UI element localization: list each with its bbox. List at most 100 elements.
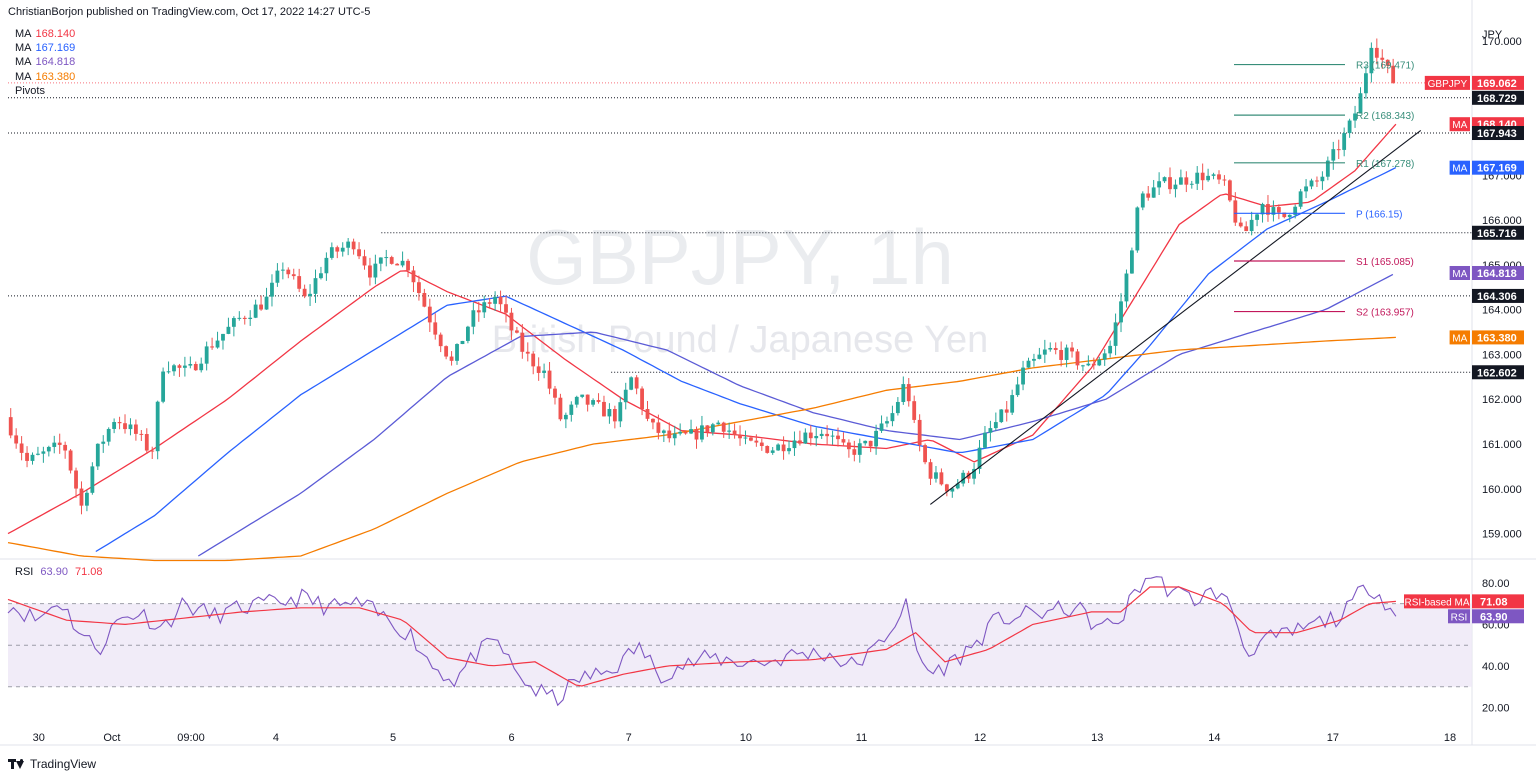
axis-badge-tag-label: MA bbox=[1452, 164, 1467, 175]
candle-body bbox=[563, 414, 568, 420]
time-tick-label: 7 bbox=[626, 732, 632, 744]
candle-body bbox=[912, 401, 917, 420]
candle-body bbox=[144, 434, 149, 451]
indicator-legend: MA 168.140 MA 167.169 MA 164.818 MA 163.380 … bbox=[15, 27, 75, 98]
time-tick-label: 09:00 bbox=[177, 732, 205, 744]
candle-body bbox=[846, 442, 851, 450]
candle-body bbox=[128, 424, 133, 430]
candle-body bbox=[1309, 180, 1314, 187]
candle-body bbox=[1032, 358, 1036, 361]
candle-body bbox=[808, 432, 813, 439]
candle-body bbox=[57, 442, 62, 445]
pivot-label: R1 (167.278) bbox=[1356, 159, 1414, 170]
candle-body bbox=[1081, 365, 1085, 367]
rsi-ma-badge-value: 71.08 bbox=[1480, 596, 1508, 608]
candle-body bbox=[427, 306, 432, 323]
candle-body bbox=[1374, 47, 1379, 58]
candle-body bbox=[378, 257, 383, 264]
candle-body bbox=[1097, 359, 1102, 366]
legend-ma-2[interactable]: MA 167.169 bbox=[15, 42, 76, 55]
candle-body bbox=[928, 462, 933, 479]
candle-body bbox=[983, 432, 987, 448]
candle-body bbox=[400, 260, 405, 266]
candle-body bbox=[1178, 177, 1183, 185]
candle-body bbox=[280, 269, 285, 271]
candle-body bbox=[1287, 214, 1292, 218]
candle-body bbox=[955, 483, 960, 489]
candle-body bbox=[803, 432, 808, 444]
candle-body bbox=[863, 440, 868, 444]
price-tick-label: 164.000 bbox=[1482, 305, 1522, 317]
candle-body bbox=[444, 346, 449, 357]
candle-body bbox=[1385, 59, 1390, 66]
candle-body bbox=[874, 430, 879, 447]
candle-body bbox=[1173, 184, 1178, 190]
candle-body bbox=[640, 388, 644, 409]
candle-body bbox=[1129, 250, 1134, 274]
axis-badge-value: 162.602 bbox=[1477, 367, 1517, 379]
price-tick-label: 162.000 bbox=[1482, 394, 1522, 406]
candle-body bbox=[117, 422, 122, 424]
tradingview-footer[interactable]: TradingView bbox=[8, 757, 96, 771]
candle-body bbox=[155, 401, 160, 452]
candle-body bbox=[1042, 349, 1047, 355]
watermark-name: British Pound / Japanese Yen bbox=[492, 319, 989, 361]
candle-body bbox=[319, 273, 323, 279]
candle-body bbox=[885, 421, 889, 424]
candle-body bbox=[368, 265, 372, 278]
rsi-badge bbox=[1472, 609, 1524, 624]
candle-body bbox=[177, 365, 182, 368]
axis-badge bbox=[1472, 330, 1524, 345]
candle-body bbox=[79, 488, 84, 506]
candle-body bbox=[700, 425, 704, 440]
candle-body bbox=[1157, 181, 1162, 188]
candle-body bbox=[678, 431, 683, 434]
candle-body bbox=[580, 394, 585, 397]
tradingview-logo-icon bbox=[8, 759, 26, 769]
legend-pivots[interactable]: Pivots bbox=[15, 84, 45, 97]
candle-body bbox=[1140, 193, 1145, 208]
candle-body bbox=[90, 466, 95, 493]
candle-body bbox=[1276, 207, 1281, 213]
axis-badge-value: 164.306 bbox=[1477, 291, 1517, 303]
candle-body bbox=[634, 377, 639, 389]
candle-body bbox=[825, 433, 830, 437]
rsi-tick-label: 80.00 bbox=[1482, 578, 1510, 590]
time-tick-label: 11 bbox=[856, 732, 867, 744]
candle-body bbox=[536, 366, 541, 373]
legend-ma-3[interactable]: MA 164.818 bbox=[15, 56, 76, 69]
candle-body bbox=[1200, 172, 1205, 181]
time-tick-label: Oct bbox=[103, 732, 120, 744]
candle-body bbox=[879, 423, 884, 431]
rsi-ma-tag-label: RSI-based MA bbox=[1404, 597, 1469, 608]
candle-body bbox=[520, 332, 525, 352]
candle-body bbox=[1021, 367, 1025, 385]
candle-body bbox=[242, 317, 247, 320]
axis-badge bbox=[1472, 126, 1524, 141]
candle-body bbox=[694, 429, 699, 440]
candle-body bbox=[106, 428, 111, 442]
rsi-legend[interactable]: RSI 63.90 71.08 bbox=[15, 566, 103, 578]
axis-badge-value: 168.729 bbox=[1477, 93, 1517, 105]
candle-body bbox=[193, 363, 198, 371]
candle-body bbox=[531, 353, 536, 367]
rsi-legend-label: RSI bbox=[15, 566, 34, 578]
legend-ma-4[interactable]: MA 163.380 bbox=[15, 70, 76, 83]
price-tick-label: 166.000 bbox=[1482, 215, 1522, 227]
rsi-legend-ma-value: 71.08 bbox=[75, 566, 103, 578]
tradingview-brand: TradingView bbox=[30, 757, 97, 771]
candle-body bbox=[182, 365, 187, 368]
candle-body bbox=[335, 247, 340, 252]
candle-body bbox=[1206, 175, 1211, 181]
candle-body bbox=[841, 439, 846, 443]
candle-body bbox=[1037, 354, 1042, 359]
candle-body bbox=[542, 370, 547, 373]
candle-body bbox=[248, 317, 253, 320]
candle-body bbox=[1151, 187, 1156, 198]
legend-ma-1[interactable]: MA 168.140 bbox=[15, 28, 76, 40]
candle-body bbox=[656, 422, 661, 433]
candle-body bbox=[759, 442, 764, 447]
rsi-tag-label: RSI bbox=[1451, 612, 1468, 623]
candle-body bbox=[52, 442, 57, 447]
